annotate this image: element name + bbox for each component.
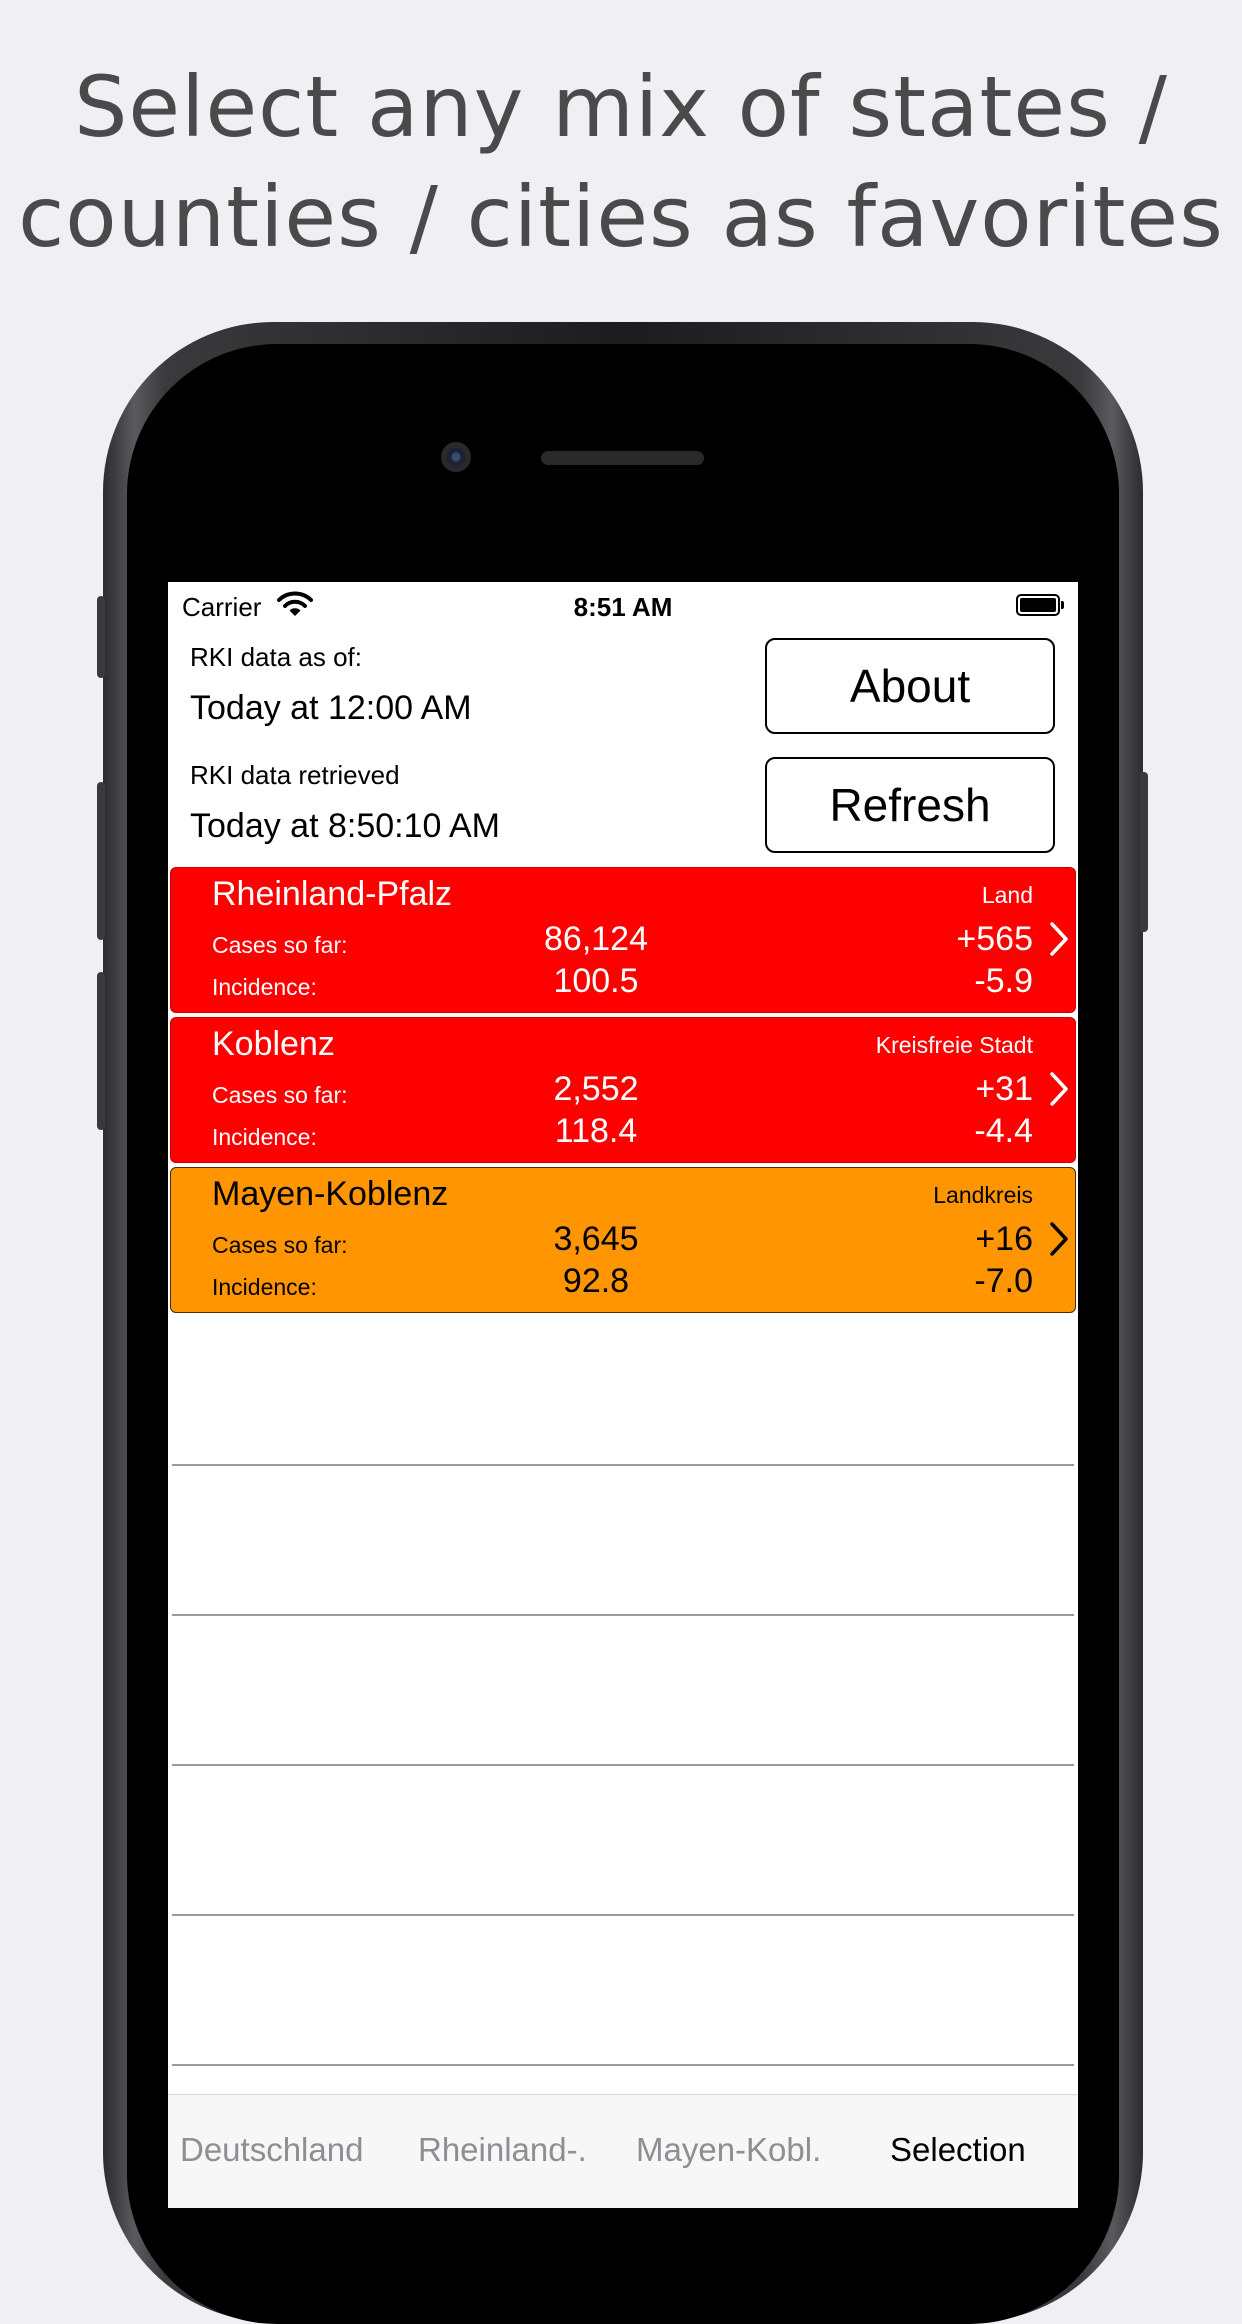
favorite-row-rheinland-pfalz[interactable]: Rheinland-Pfalz Land Cases so far: 86,12… [170, 867, 1076, 1013]
tab-mayen-koblenz[interactable]: Mayen-Kobl. [636, 2131, 822, 2168]
data-retrieved-value: Today at 8:50:10 AM [190, 807, 500, 845]
tab-rheinland[interactable]: Rheinland-. [418, 2131, 587, 2168]
incidence-value: 118.4 [554, 1112, 638, 1150]
data-as-of-label: RKI data as of: [190, 642, 362, 672]
headline-line-2: counties / cities as favorites [18, 168, 1224, 266]
app-screen: Carrier 8:51 AM RKI data as of: Today at… [168, 582, 1078, 2208]
empty-row-separator [172, 2064, 1074, 2066]
empty-row-separator [172, 1764, 1074, 1766]
incidence-delta: -7.0 [974, 1262, 1033, 1300]
incidence-delta: -4.4 [974, 1112, 1033, 1150]
incidence-value: 100.5 [553, 962, 639, 1000]
region-name: Rheinland-Pfalz [212, 875, 453, 913]
favorite-row-koblenz[interactable]: Koblenz Kreisfreie Stadt Cases so far: 2… [170, 1017, 1076, 1163]
cases-label: Cases so far: [212, 1232, 348, 1258]
tab-deutschland[interactable]: Deutschland [180, 2131, 364, 2168]
refresh-button[interactable]: Refresh [765, 757, 1055, 853]
data-as-of-value: Today at 12:00 AM [190, 689, 472, 727]
status-time: 8:51 AM [573, 592, 673, 622]
earpiece-speaker [541, 451, 704, 465]
battery-icon [1016, 594, 1064, 616]
headline-line-1: Select any mix of states / [74, 58, 1168, 156]
region-type: Kreisfreie Stadt [875, 1032, 1033, 1058]
cases-delta: +565 [956, 920, 1033, 958]
favorite-row-mayen-koblenz[interactable]: Mayen-Koblenz Landkreis Cases so far: 3,… [170, 1167, 1076, 1313]
tab-selection[interactable]: Selection [890, 2131, 1026, 2168]
volume-up-button [97, 782, 105, 940]
cases-delta: +16 [975, 1220, 1033, 1258]
incidence-delta: -5.9 [974, 962, 1033, 1000]
empty-row-separator [172, 1914, 1074, 1916]
volume-down-button [97, 972, 105, 1130]
power-button [1140, 772, 1148, 932]
incidence-value: 92.8 [562, 1262, 630, 1300]
cases-value: 86,124 [544, 920, 648, 958]
marketing-headline: Select any mix of states / counties / ci… [0, 52, 1242, 272]
front-camera [441, 442, 471, 472]
cases-label: Cases so far: [212, 932, 348, 958]
cases-delta: +31 [975, 1070, 1033, 1108]
wifi-icon [277, 591, 313, 616]
mute-switch [97, 596, 105, 678]
region-type: Landkreis [933, 1182, 1033, 1208]
tab-bar: Deutschland Rheinland-. Mayen-Kobl. Sele… [168, 2094, 1078, 2208]
data-retrieved-label: RKI data retrieved [190, 760, 400, 790]
empty-row-separator [172, 1464, 1074, 1466]
cases-label: Cases so far: [212, 1082, 348, 1108]
region-name: Mayen-Koblenz [212, 1175, 449, 1213]
region-name: Koblenz [212, 1025, 335, 1063]
about-button[interactable]: About [765, 638, 1055, 734]
carrier-label: Carrier [182, 592, 262, 622]
cases-value: 2,552 [553, 1070, 639, 1108]
cases-value: 3,645 [553, 1220, 639, 1258]
chevron-right-icon [1050, 1222, 1068, 1256]
empty-row-separator [172, 1614, 1074, 1616]
incidence-label: Incidence: [212, 1274, 317, 1300]
status-bar: Carrier 8:51 AM [168, 582, 1078, 628]
incidence-label: Incidence: [212, 974, 317, 1000]
incidence-label: Incidence: [212, 1124, 317, 1150]
chevron-right-icon [1050, 922, 1068, 956]
chevron-right-icon [1050, 1072, 1068, 1106]
region-type: Land [981, 882, 1033, 908]
